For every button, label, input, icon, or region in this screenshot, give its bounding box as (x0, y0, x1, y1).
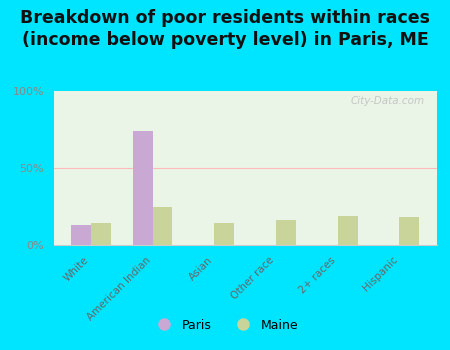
Legend: Paris, Maine: Paris, Maine (147, 314, 303, 337)
Text: City-Data.com: City-Data.com (351, 96, 425, 106)
Bar (338, 216, 358, 245)
Bar (133, 131, 153, 245)
Bar (91, 223, 111, 245)
Bar (276, 220, 296, 245)
Bar (400, 217, 419, 245)
Bar (214, 223, 234, 245)
Bar (153, 206, 172, 245)
Text: Breakdown of poor residents within races
(income below poverty level) in Paris, : Breakdown of poor residents within races… (20, 9, 430, 49)
Bar (71, 225, 91, 245)
